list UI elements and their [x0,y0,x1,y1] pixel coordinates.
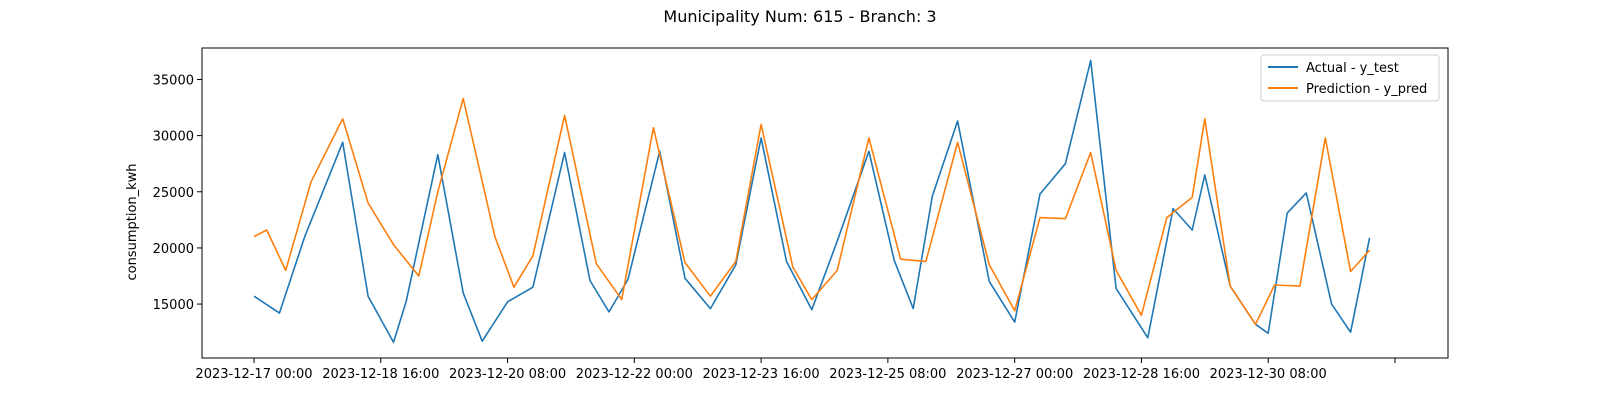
x-tick-label: 2023-12-28 16:00 [1083,367,1200,382]
legend-box [1260,54,1440,102]
y-tick-label: 25000 [153,186,194,201]
series-lines [253,59,1371,344]
x-axis-ticks: 2023-12-17 00:00 2023-12-18 16:00 2023-12-… [195,358,1396,382]
x-tick-label: 2023-12-23 16:00 [703,367,820,382]
legend-label-actual: Actual - y_test [1306,61,1399,76]
x-tick-label: 2023-12-17 00:00 [195,367,312,382]
legend-label-prediction: Prediction - y_pred [1306,82,1427,97]
x-tick-label: 2023-12-18 16:00 [322,367,439,382]
chart-title: Municipality Num: 615 - Branch: 3 [663,7,936,26]
y-tick-label: 35000 [153,73,194,88]
y-axis-ticks: 15000 20000 25000 30000 35000 [153,73,202,313]
x-tick-label: 2023-12-27 00:00 [956,367,1073,382]
y-tick-label: 30000 [153,130,194,145]
plot-frame [201,47,1449,359]
y-tick-label: 15000 [153,298,194,313]
y-axis-label: consumption_kwh [125,163,140,280]
y-tick-label: 20000 [153,242,194,257]
x-tick-label: 2023-12-20 08:00 [449,367,566,382]
x-tick-label: 2023-12-22 00:00 [576,367,693,382]
x-tick-label: 2023-12-25 08:00 [829,367,946,382]
series-line-prediction [253,97,1371,326]
series-line-actual [253,59,1371,344]
x-tick-label: 2023-12-30 08:00 [1210,367,1327,382]
legend: Actual - y_test Prediction - y_pred [1260,54,1440,102]
